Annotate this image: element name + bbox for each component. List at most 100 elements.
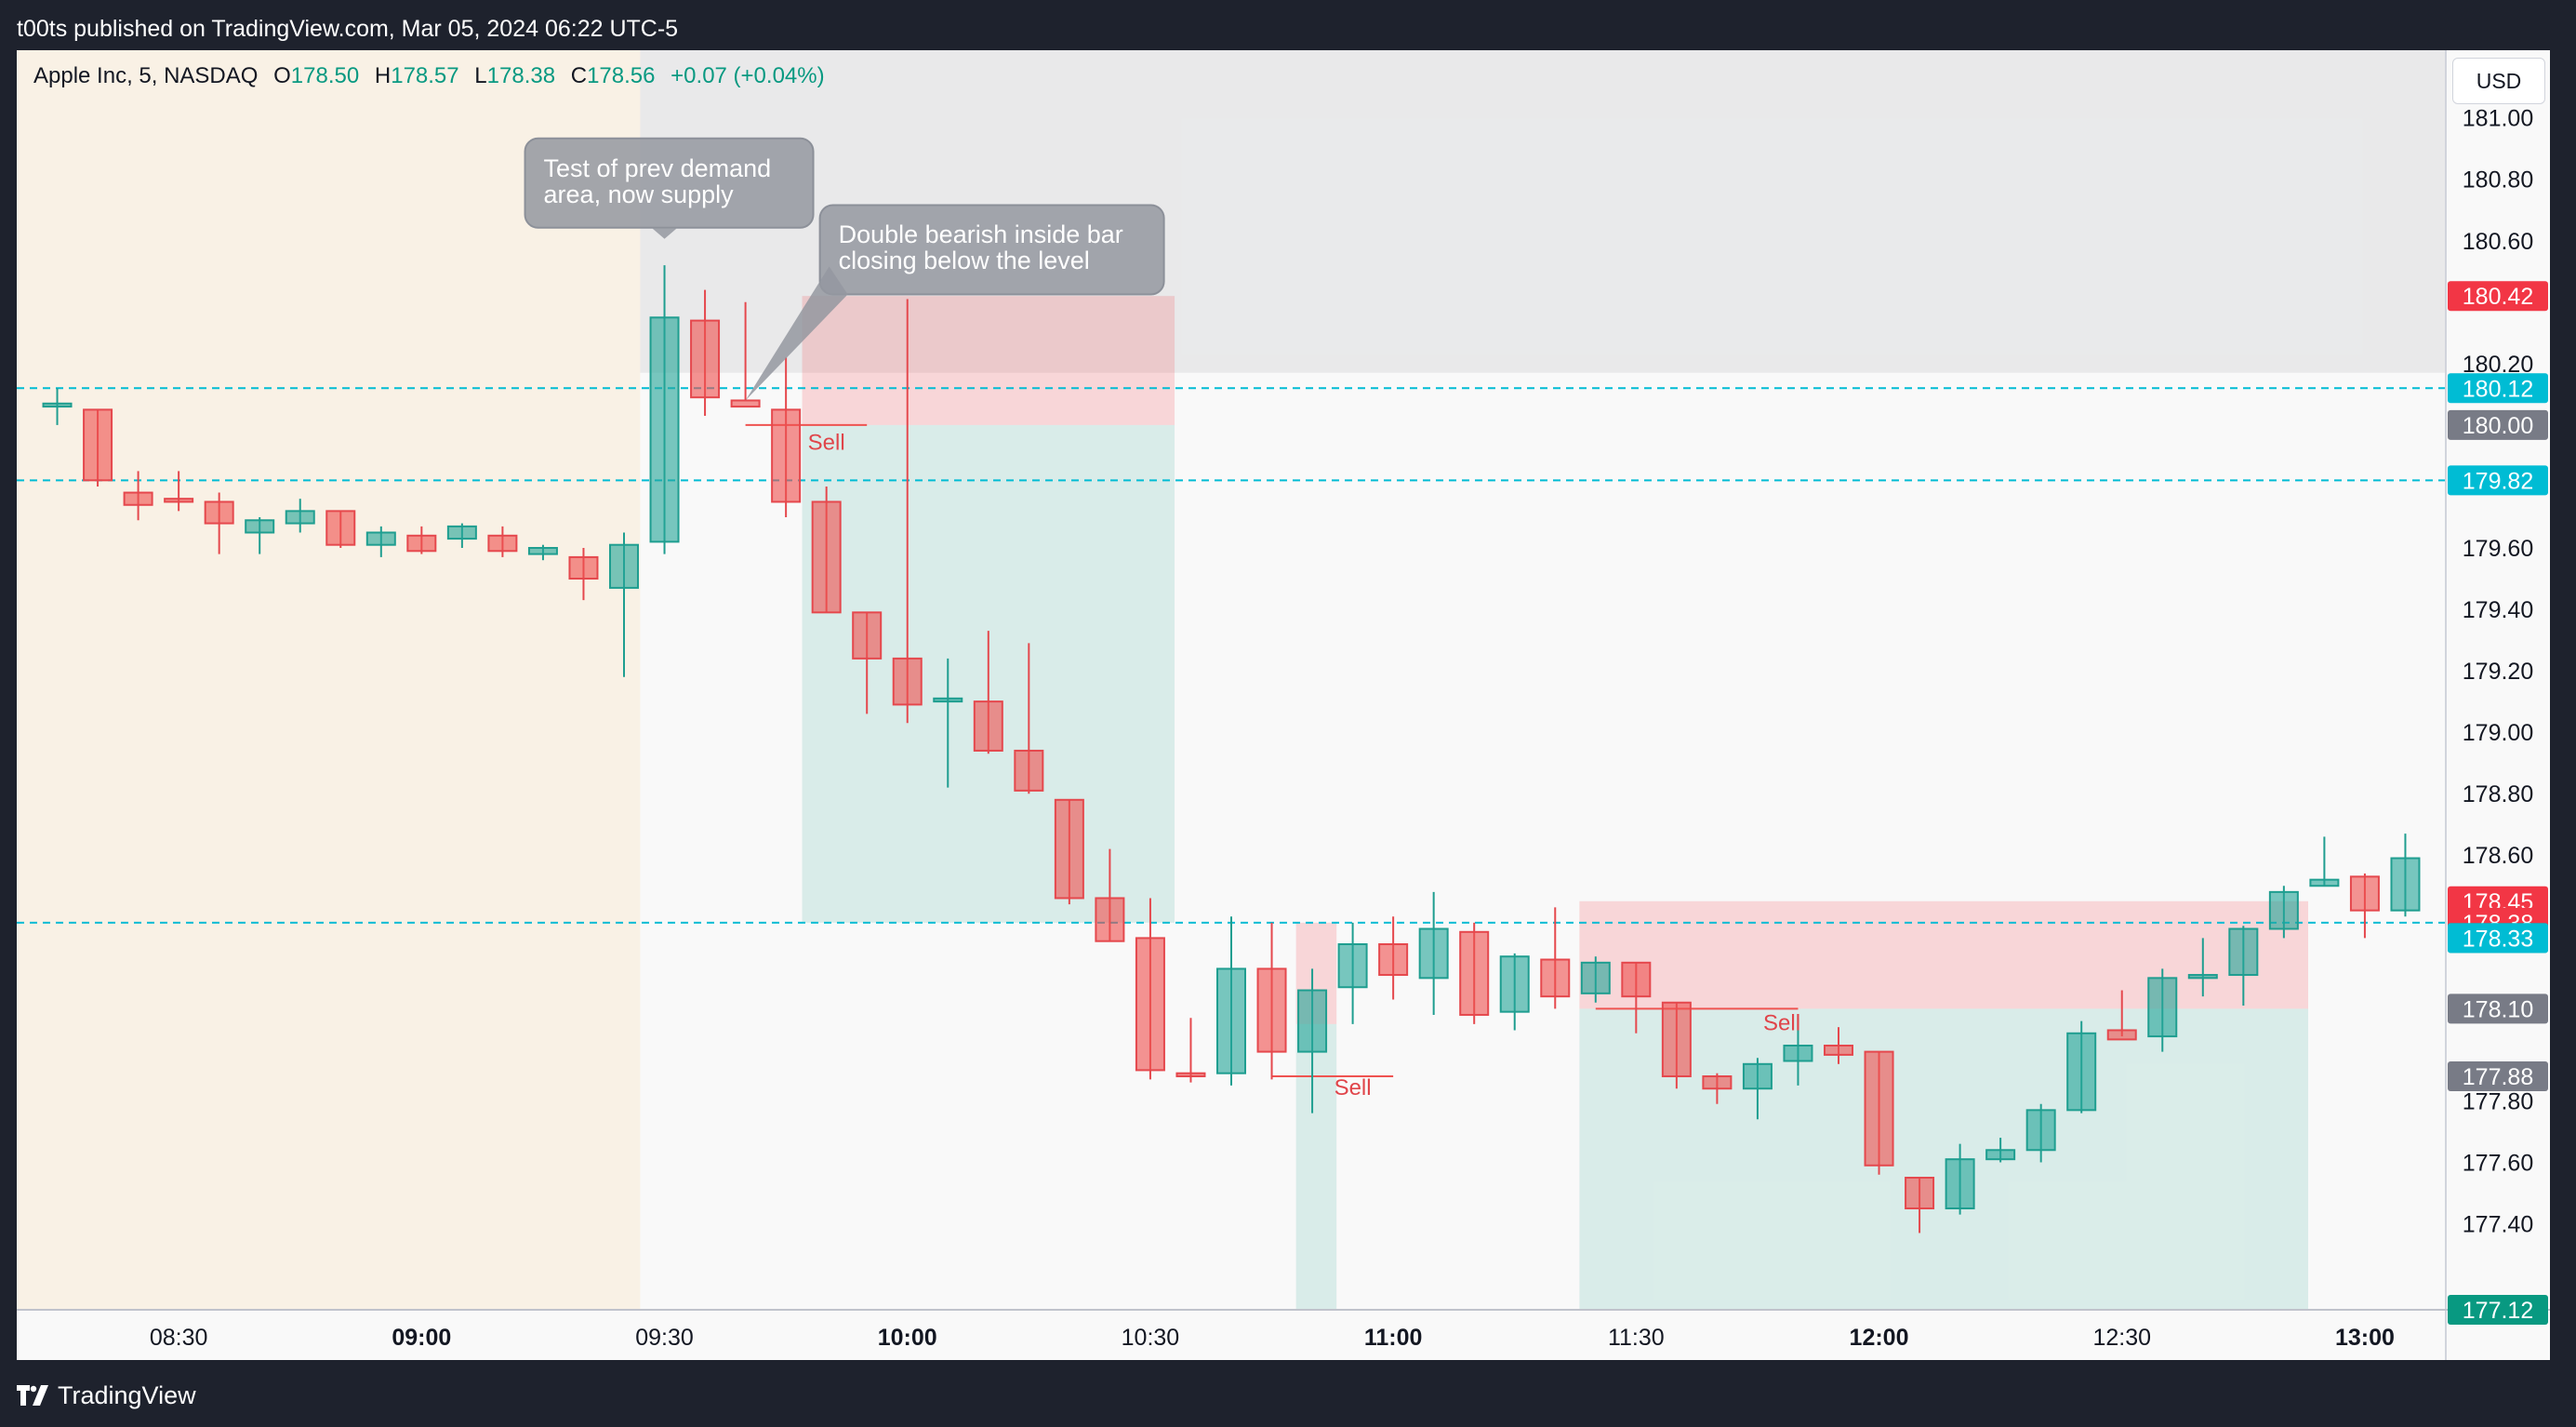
candle-09:00 <box>406 526 437 554</box>
candle-body <box>1256 967 1287 1053</box>
price-badge-2: 180.00 <box>2448 409 2548 440</box>
candle-09:25 <box>609 532 639 677</box>
candle-body <box>771 408 802 503</box>
candle-10:50 <box>1297 968 1328 1114</box>
candle-body <box>365 531 396 546</box>
price-axis <box>2446 50 2550 1360</box>
candle-12:00 <box>1864 1050 1894 1175</box>
candle-body <box>1175 1072 1206 1078</box>
annotation-2-line-2: closing below the level <box>838 247 1090 275</box>
candle-body <box>2268 890 2299 930</box>
x-tick-10:30: 10:30 <box>1122 1325 1180 1351</box>
candle-08:45 <box>285 499 315 533</box>
price-badge-0: 180.42 <box>2448 281 2548 312</box>
candle-12:10 <box>1945 1143 1975 1215</box>
candle-09:20 <box>568 547 599 601</box>
price-badge-text: 178.10 <box>2463 996 2533 1022</box>
candle-09:55 <box>852 611 883 714</box>
candle-body <box>1014 749 1044 792</box>
candle-11:40 <box>1702 1073 1733 1104</box>
candle-12:20 <box>2025 1103 2056 1163</box>
reward-zone-3 <box>1295 1023 1337 1310</box>
candle-body <box>204 500 234 525</box>
brand-name: TradingView <box>58 1380 196 1409</box>
legend-open-label: O <box>273 63 291 88</box>
chart-frame[interactable]: Sell Sell Sell 181.00 180.80 180.60 180.20 179.… <box>17 50 2550 1360</box>
tradingview-brand[interactable]: TradingView <box>17 1375 196 1416</box>
candle-body <box>933 697 963 703</box>
candle-body <box>892 657 923 706</box>
annotation-pointer-1 <box>745 266 848 401</box>
candle-12:15 <box>1985 1138 2016 1163</box>
candle-09:45 <box>771 357 802 517</box>
candle-10:25 <box>1095 848 1125 942</box>
candle-body <box>1054 798 1084 900</box>
candle-12:50 <box>2268 886 2299 939</box>
candle-body <box>1337 943 1368 989</box>
legend-change: +0.07 (+0.04%) <box>671 63 825 88</box>
y-tick-181.00: 181.00 <box>2463 106 2533 132</box>
candle-10:20 <box>1054 798 1084 905</box>
candle-body <box>1378 943 1409 977</box>
legend-high-label: H <box>374 63 392 88</box>
x-tick-12:30: 12:30 <box>2092 1325 2151 1351</box>
candle-11:25 <box>1580 956 1611 1003</box>
x-tick-11:30: 11:30 <box>1608 1325 1665 1351</box>
y-tick-179.20: 179.20 <box>2463 659 2533 685</box>
annotation-1-line-2: area, now supply <box>543 180 734 208</box>
annotation-text-2: Double bearish inside bar closing below … <box>839 221 1123 273</box>
candle-body <box>42 402 73 408</box>
legend-low-label: L <box>474 63 487 88</box>
candle-13:05 <box>2390 834 2421 917</box>
price-badge-9: 177.88 <box>2448 1061 2548 1092</box>
candle-body <box>1783 1044 1813 1062</box>
symbol-legend: Apple Inc, 5, NASDAQ O178.50 H178.57 L17… <box>33 63 825 89</box>
candle-body <box>2187 974 2218 980</box>
candle-body <box>1661 1001 1692 1078</box>
candle-body <box>406 534 437 553</box>
y-tick-178.80: 178.80 <box>2463 781 2533 807</box>
price-badge-bg <box>2448 373 2548 404</box>
candle-08:30 <box>164 471 194 512</box>
candle-11:35 <box>1661 1001 1692 1089</box>
candle-12:25 <box>2066 1020 2097 1114</box>
candle-08:35 <box>204 492 234 554</box>
candle-11:45 <box>1742 1058 1773 1120</box>
candle-12:55 <box>2309 836 2340 887</box>
candle-body <box>1945 1158 1975 1210</box>
price-badge-text: 177.88 <box>2463 1064 2533 1090</box>
candle-10:05 <box>933 658 963 788</box>
candle-11:50 <box>1783 1018 1813 1086</box>
candle-11:05 <box>1418 891 1449 1015</box>
candle-body <box>1580 961 1611 994</box>
sell-label-2: Sell <box>1763 1010 1800 1035</box>
candle-12:35 <box>2147 968 2178 1052</box>
candle-body <box>2066 1032 2097 1112</box>
price-badge-bg <box>2448 465 2548 496</box>
candle-10:15 <box>1014 643 1044 794</box>
price-chart[interactable]: Sell Sell Sell 181.00 180.80 180.60 180.20 179.… <box>17 50 2550 1360</box>
candle-10:30 <box>1135 898 1165 1080</box>
candle-08:40 <box>245 516 275 554</box>
annotation-text-1: Test of prev demand area, now supply <box>544 155 772 207</box>
x-tick-09:00: 09:00 <box>392 1325 451 1351</box>
candle-09:35 <box>690 289 721 416</box>
candle-body <box>123 491 153 506</box>
reward-zone-5 <box>1579 1008 2308 1310</box>
candle-body <box>527 546 558 555</box>
candle-12:45 <box>2228 926 2259 1007</box>
candle-09:50 <box>811 486 842 614</box>
candle-body <box>1459 930 1490 1016</box>
price-badge-bg <box>2448 1295 2548 1325</box>
candle-body <box>2228 927 2259 977</box>
candle-body <box>2390 857 2421 912</box>
y-tick-180.80: 180.80 <box>2463 167 2533 193</box>
x-tick-13:00: 13:00 <box>2335 1325 2395 1351</box>
candle-body <box>1297 989 1328 1053</box>
candle-body <box>1985 1149 2016 1161</box>
candle-body <box>2025 1109 2056 1152</box>
currency-button[interactable]: USD <box>2452 58 2545 104</box>
sell-label-1: Sell <box>1334 1075 1372 1100</box>
legend-close-label: C <box>570 63 588 88</box>
candle-body <box>83 408 113 482</box>
